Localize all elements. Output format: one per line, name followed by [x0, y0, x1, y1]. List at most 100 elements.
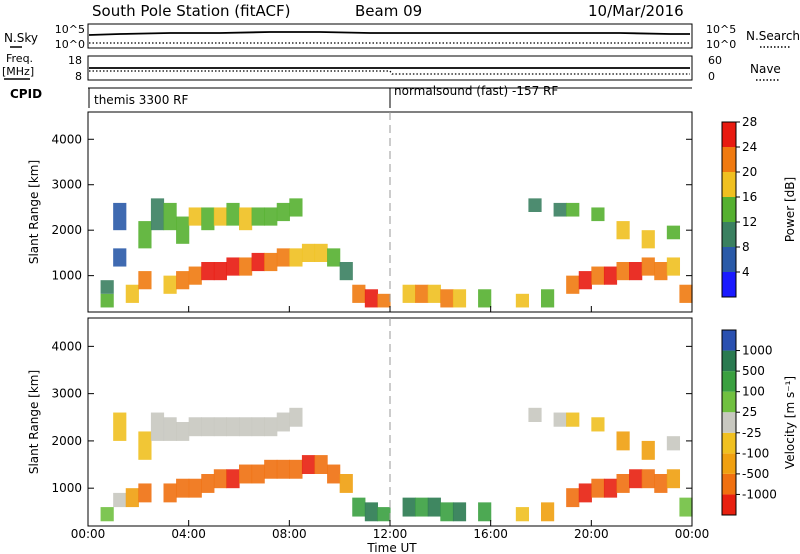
- data-cell-0-61: [679, 284, 693, 303]
- colorbar-tick-label-0-4: 20: [742, 165, 757, 179]
- data-cell-1-42: [515, 507, 530, 522]
- data-cell-0-52: [603, 266, 618, 285]
- data-cell-1-31: [327, 464, 341, 484]
- nave-label: Nave: [750, 62, 781, 76]
- date-label: 10/Mar/2016: [588, 2, 684, 20]
- data-cell-0-44: [528, 198, 542, 212]
- data-cell-1-36: [402, 497, 416, 517]
- data-cell-0-60: [666, 225, 681, 240]
- colorbar-tick-label-1-0: 1000: [742, 344, 773, 358]
- colorbar-tick-label-0-3: 16: [742, 190, 757, 204]
- data-cell-1-26: [276, 412, 290, 432]
- data-cell-1-44: [541, 502, 555, 522]
- nsky-line: [88, 31, 690, 36]
- data-cell-1-54: [629, 469, 643, 489]
- data-cell-1-16: [213, 417, 228, 437]
- data-cell-0-8: [163, 275, 177, 294]
- data-cell-0-7: [150, 198, 165, 231]
- data-cell-1-15: [213, 469, 228, 489]
- x-axis-label: Time UT: [366, 541, 417, 554]
- colorbar-seg-0-0: [722, 272, 736, 297]
- data-cell-1-28: [289, 407, 303, 427]
- data-cell-1-32: [339, 474, 353, 493]
- colorbar-tick-label-0-5: 24: [742, 140, 757, 154]
- data-cell-0-16: [213, 262, 228, 281]
- data-cell-0-32: [327, 248, 341, 267]
- data-cell-0-22: [251, 252, 265, 272]
- data-cell-1-22: [251, 417, 265, 437]
- plot-title: South Pole Station (fitACF): [92, 2, 290, 20]
- y-tick-label-1-1: 2000: [51, 434, 82, 448]
- data-cell-1-6: [150, 412, 165, 441]
- data-cell-1-19: [239, 464, 253, 484]
- colorbar-tick-label-1-2: 100: [742, 385, 765, 399]
- cpid-segment-2: normalsound (fast) -157 RF: [394, 84, 558, 98]
- data-cell-1-25: [276, 459, 290, 479]
- data-cell-1-12: [188, 417, 202, 437]
- colorbar-seg-0-1: [722, 247, 736, 272]
- data-cell-0-28: [289, 248, 303, 267]
- data-cell-1-24: [264, 417, 278, 437]
- data-cell-1-50: [591, 417, 605, 432]
- data-cell-0-56: [641, 257, 655, 276]
- x-tick-label-4: 16:00: [473, 527, 508, 541]
- data-cell-0-41: [452, 289, 467, 308]
- data-cell-1-59: [666, 436, 681, 451]
- data-cell-0-23: [251, 207, 265, 226]
- data-cell-0-18: [226, 257, 240, 276]
- y-tick-label-0-2: 3000: [51, 178, 82, 192]
- data-cell-1-17: [226, 469, 240, 489]
- data-cell-0-12: [188, 266, 202, 285]
- colorbar-tick-label-0-6: 28: [742, 115, 757, 129]
- data-cell-0-55: [629, 262, 643, 281]
- data-cell-0-26: [276, 248, 290, 267]
- nsky-label: N.Sky: [4, 31, 38, 45]
- data-cell-1-29: [301, 455, 316, 474]
- data-cell-1-57: [654, 474, 668, 493]
- colorbar-tick-label-0-2: 12: [742, 215, 757, 229]
- colorbar-seg-1-6: [722, 371, 736, 392]
- data-cell-0-59: [666, 257, 681, 276]
- data-cell-1-21: [251, 464, 265, 484]
- data-cell-0-37: [402, 284, 416, 303]
- y-tick-label-1-3: 4000: [51, 339, 82, 353]
- data-cell-0-13: [188, 207, 202, 226]
- data-cell-0-2: [113, 248, 127, 267]
- colorbar-seg-1-7: [722, 350, 736, 372]
- data-cell-0-45: [541, 289, 555, 308]
- nsky-tick-bottom: 10^0: [55, 38, 85, 51]
- colorbar-tick-label-1-7: -1000: [742, 487, 777, 501]
- data-cell-1-40: [452, 502, 467, 522]
- nave-tick-top: 60: [708, 54, 722, 67]
- data-cell-1-37: [415, 497, 429, 517]
- data-cell-0-9: [163, 202, 177, 231]
- data-cell-0-54: [616, 221, 630, 240]
- data-cell-1-18: [226, 417, 240, 437]
- data-cell-0-49: [578, 271, 592, 290]
- colorbar-tick-label-1-6: -500: [742, 467, 769, 481]
- data-cell-0-39: [427, 284, 441, 303]
- data-cell-1-43: [528, 407, 542, 422]
- data-cell-0-15: [201, 207, 215, 231]
- cpid-segment-1: themis 3300 RF: [94, 93, 188, 107]
- beam-label: Beam 09: [355, 2, 422, 20]
- data-cell-0-43: [515, 293, 530, 308]
- data-cell-1-2: [113, 412, 127, 441]
- data-cell-1-30: [314, 455, 328, 474]
- data-cell-0-35: [364, 289, 379, 308]
- data-cell-1-20: [239, 417, 253, 437]
- data-cell-1-27: [289, 459, 303, 479]
- freq-tick-bottom: 8: [75, 70, 82, 83]
- data-cell-1-60: [679, 497, 693, 517]
- y-tick-label-0-0: 1000: [51, 269, 82, 283]
- data-cell-0-40: [440, 289, 454, 308]
- data-cell-0-6: [138, 221, 152, 249]
- data-cell-0-4: [125, 284, 139, 303]
- cpid-label: CPID: [10, 87, 42, 101]
- data-cell-1-13: [201, 474, 215, 493]
- x-tick-label-2: 08:00: [272, 527, 307, 541]
- colorbar-frame-0: [721, 121, 737, 298]
- colorbar-tick-label-1-1: 500: [742, 364, 765, 378]
- data-cell-0-50: [591, 266, 605, 285]
